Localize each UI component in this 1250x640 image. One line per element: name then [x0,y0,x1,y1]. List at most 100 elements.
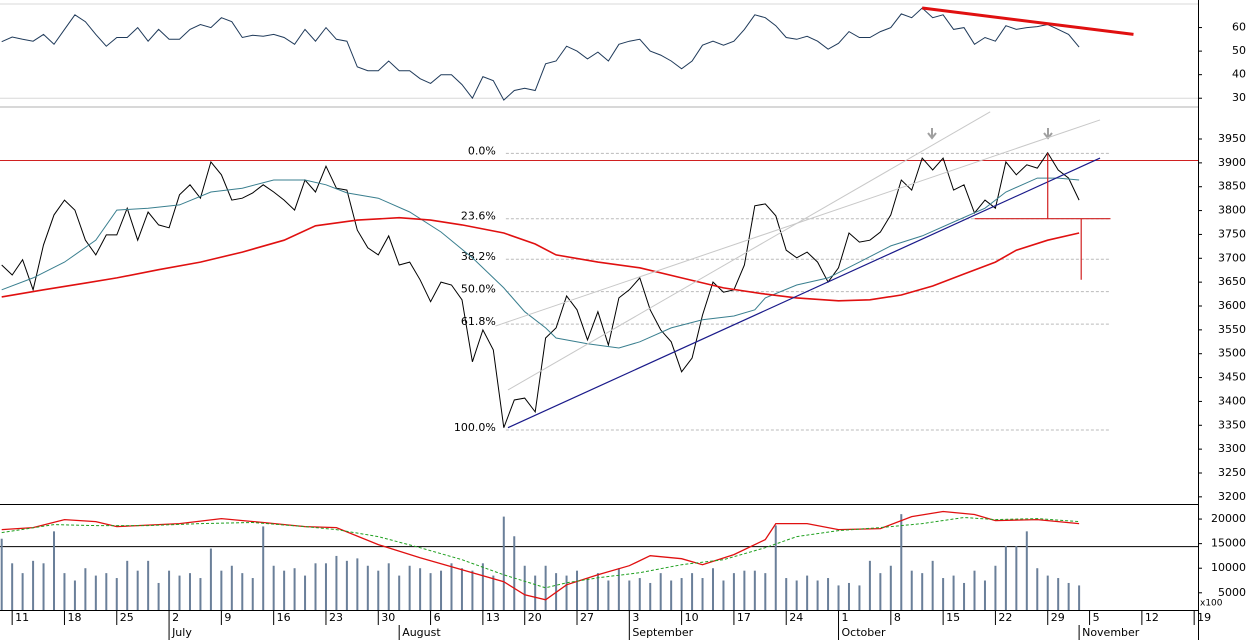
volume-bar [1025,531,1028,610]
volume-bar [858,585,861,610]
fib-label: 23.6% [461,210,496,223]
trend-line [495,119,1101,327]
volume-bar [345,560,348,610]
volume-bar [910,570,913,610]
volume-bar [670,580,673,610]
volume-bar [408,565,411,610]
volume-bar [126,560,129,610]
volume-bar [272,565,275,610]
volume-bar [283,570,286,610]
y-tick-label: 3450 [1218,371,1246,384]
volume-bar [209,548,212,610]
volume-bar [429,573,432,610]
volume-bar [963,582,966,610]
volume-bar [617,568,620,610]
volume-bar [304,575,307,610]
volume-bar [827,578,830,610]
y-tick-label: 3850 [1218,180,1246,193]
series-line [1,177,1080,349]
volume-bar [63,573,66,610]
x-tick-label: 1 [842,611,849,624]
y-tick-label: 3500 [1218,347,1246,360]
x-tick-label: 13 [486,611,500,624]
x-tick-label: 24 [789,611,803,624]
x-tick-label: 29 [1051,611,1065,624]
x-tick-label: 17 [737,611,751,624]
volume-bar [356,558,359,610]
y-tick-label: 3650 [1218,275,1246,288]
x-tick-label: 20 [528,611,542,624]
y-tick-label: 3700 [1218,251,1246,264]
x-tick-label: 19 [1197,611,1211,624]
month-label: September [632,626,693,639]
volume-bar [0,538,3,610]
series-line [1,7,1080,101]
volume-bar [764,573,767,610]
x-tick-label: 18 [67,611,81,624]
volume-bar [188,573,191,610]
volume-bar [115,578,118,610]
volume-bar [73,580,76,610]
volume-bar [743,570,746,610]
volume-bar [471,570,474,610]
volume-bar [691,573,694,610]
volume-bar [314,563,317,610]
volume-bar [262,526,265,610]
y-tick-label: 15000 [1211,537,1246,550]
volume-bar [1015,546,1018,610]
x-tick-label: 27 [580,611,594,624]
x-tick-label: 25 [120,611,134,624]
volume-bar [847,582,850,610]
volume-bar [523,565,526,610]
volume-bar [806,575,809,610]
volume-bar [1067,582,1070,610]
volume-bar [168,570,171,610]
y-tick-label: 5000 [1218,586,1246,599]
volume-bar [868,560,871,610]
volume-bar [136,570,139,610]
x-tick-label: 12 [1145,611,1159,624]
volume-bar [680,578,683,610]
volume-bar [230,565,233,610]
marker-arrow [927,128,937,140]
volume-bar [596,573,599,610]
y-tick-label: 3950 [1218,132,1246,145]
fib-label: 50.0% [461,283,496,296]
month-label: July [171,626,192,639]
volume-bar [1036,568,1039,610]
series-line [1,216,1080,302]
trend-line [507,157,1101,429]
y-tick-label: 3600 [1218,299,1246,312]
volume-bar [921,573,924,610]
volume-bar [335,555,338,610]
volume-bar [11,563,14,610]
volume-bar [544,565,547,610]
volume-bar [53,531,56,610]
volume-bar [565,575,568,610]
y-tick-label: 3200 [1218,490,1246,503]
volume-bar [816,580,819,610]
y-tick-label: 30 [1232,91,1246,104]
volume-bar [199,578,202,610]
x-tick-label: 8 [894,611,901,624]
volume-bar [366,565,369,610]
volume-bar [220,570,223,610]
x-tick-label: 6 [434,611,441,624]
volume-bar [638,578,641,610]
volume-bar [251,578,254,610]
x-tick-label: 16 [277,611,291,624]
x-tick-label: 23 [329,611,343,624]
volume-bar [900,514,903,610]
x-tick-label: 15 [946,611,960,624]
volume-bar [419,568,422,610]
trend-line [922,6,1134,36]
volume-bar [324,563,327,610]
volume-bar [753,570,756,610]
volume-bar [994,565,997,610]
volume-bar [105,573,108,610]
volume-bar [732,573,735,610]
fib-label: 61.8% [461,315,496,328]
unit-label: x100 [1200,599,1223,609]
volume-bar [293,568,296,610]
month-label: August [402,626,441,639]
